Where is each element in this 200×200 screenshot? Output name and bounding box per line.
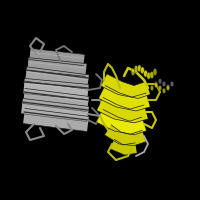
Polygon shape bbox=[23, 78, 89, 100]
Polygon shape bbox=[105, 125, 146, 146]
Ellipse shape bbox=[144, 70, 147, 77]
Polygon shape bbox=[97, 98, 148, 123]
Ellipse shape bbox=[154, 81, 158, 87]
Polygon shape bbox=[29, 48, 85, 66]
Ellipse shape bbox=[141, 67, 144, 74]
Polygon shape bbox=[110, 139, 137, 155]
Ellipse shape bbox=[158, 85, 162, 91]
Ellipse shape bbox=[166, 85, 170, 91]
Polygon shape bbox=[97, 110, 146, 135]
Ellipse shape bbox=[162, 88, 166, 93]
Ellipse shape bbox=[134, 66, 138, 72]
Ellipse shape bbox=[150, 72, 154, 78]
Polygon shape bbox=[21, 98, 89, 122]
Polygon shape bbox=[25, 67, 89, 89]
Ellipse shape bbox=[162, 81, 166, 87]
Polygon shape bbox=[23, 88, 89, 112]
Polygon shape bbox=[27, 58, 87, 76]
Ellipse shape bbox=[154, 83, 158, 88]
Ellipse shape bbox=[166, 84, 170, 89]
Ellipse shape bbox=[147, 72, 151, 79]
Ellipse shape bbox=[158, 79, 162, 84]
Ellipse shape bbox=[170, 81, 174, 87]
Ellipse shape bbox=[131, 69, 135, 75]
Polygon shape bbox=[99, 86, 150, 111]
Ellipse shape bbox=[150, 85, 154, 91]
Ellipse shape bbox=[137, 65, 141, 72]
Polygon shape bbox=[23, 108, 89, 132]
Ellipse shape bbox=[153, 69, 157, 75]
Polygon shape bbox=[101, 74, 150, 98]
